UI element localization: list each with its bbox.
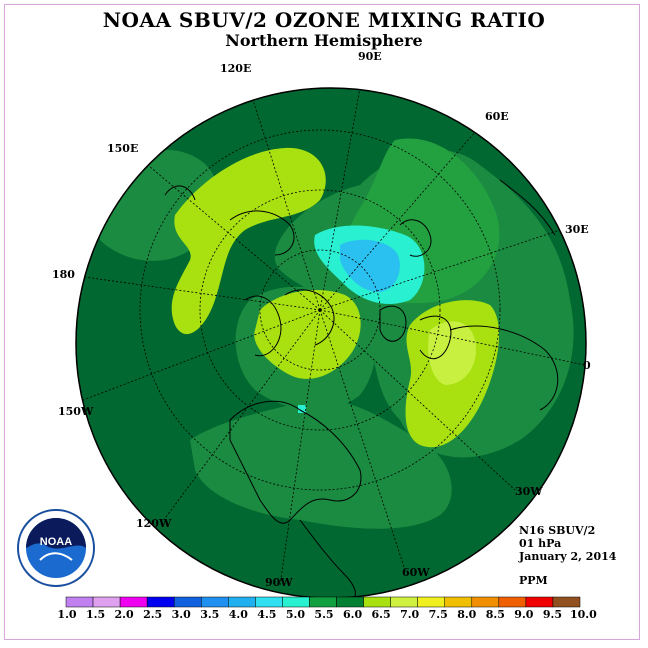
colorbar-tick-label: 7.5 bbox=[428, 608, 448, 621]
lon-label-60e: 60E bbox=[485, 110, 509, 123]
colorbar-tick-label: 9.5 bbox=[542, 608, 562, 621]
lon-label-150e: 150E bbox=[107, 142, 139, 155]
contour-band-4-5-spot bbox=[298, 405, 306, 413]
colorbar-swatch bbox=[471, 596, 500, 608]
colorbar-swatch bbox=[173, 596, 202, 608]
lon-label-120w: 120W bbox=[136, 517, 172, 530]
colorbar-tick-label: 9.0 bbox=[514, 608, 534, 621]
colorbar-tick-label: 1.5 bbox=[85, 608, 106, 621]
page-title: NOAA SBUV/2 OZONE MIXING RATIO bbox=[102, 8, 546, 32]
colorbar-tick-label: 7.0 bbox=[400, 608, 420, 621]
colorbar-swatch bbox=[309, 596, 337, 608]
lon-label-90w: 90W bbox=[265, 576, 293, 589]
colorbar-swatch bbox=[119, 596, 148, 608]
colorbar-swatch bbox=[201, 596, 229, 608]
colorbar-swatch bbox=[552, 596, 581, 608]
colorbar-swatch bbox=[390, 596, 418, 608]
lon-label-150w: 150W bbox=[58, 405, 94, 418]
colorbar-swatch bbox=[65, 596, 94, 608]
logo-text: NOAA bbox=[39, 536, 73, 548]
colorbar-tick-label: 3.0 bbox=[171, 608, 191, 621]
colorbar-swatch bbox=[92, 596, 121, 608]
lon-label-180: 180 bbox=[52, 268, 75, 281]
ozone-field bbox=[76, 88, 586, 598]
contour-band-6-5-alaska bbox=[254, 290, 361, 379]
colorbar-swatch bbox=[146, 596, 175, 608]
colorbar-tick-label: 6.0 bbox=[342, 608, 363, 621]
colorbar-tick-label: 3.5 bbox=[200, 608, 220, 621]
colorbar-swatch bbox=[417, 596, 445, 608]
colorbar-tick-label: 5.0 bbox=[285, 608, 305, 621]
colorbar-swatch bbox=[444, 596, 473, 608]
colorbar-tick-label: 10.0 bbox=[570, 608, 597, 621]
lon-label-30w: 30W bbox=[515, 485, 543, 498]
lon-label-120e: 120E bbox=[220, 62, 252, 75]
colorbar-tick-label: 4.5 bbox=[257, 608, 277, 621]
colorbar-tick-label: 4.0 bbox=[228, 608, 248, 621]
date-label: January 2, 2014 bbox=[519, 550, 617, 563]
colorbar-swatch bbox=[282, 596, 310, 608]
colorbar-tick-label: 2.0 bbox=[114, 608, 134, 621]
contour-band-4-0 bbox=[340, 239, 400, 292]
colorbar-swatch bbox=[228, 596, 256, 608]
pressure-level: 01 hPa bbox=[519, 537, 562, 550]
colorbar-tick-label: 6.5 bbox=[371, 608, 391, 621]
colorbar bbox=[65, 596, 581, 608]
coastlines bbox=[164, 179, 559, 598]
colorbar-swatch bbox=[255, 596, 283, 608]
meridians bbox=[76, 88, 586, 586]
satellite-label: N16 SBUV/2 bbox=[519, 524, 596, 537]
colorbar-swatch bbox=[525, 596, 554, 608]
colorbar-tick-label: 8.5 bbox=[485, 608, 505, 621]
colorbar-tick-label: 1.0 bbox=[57, 608, 77, 621]
colorbar-swatch bbox=[498, 596, 527, 608]
contour-band-5-5-lower bbox=[190, 399, 452, 529]
page-subtitle: Northern Hemisphere bbox=[225, 31, 423, 50]
colorbar-swatch bbox=[336, 596, 364, 608]
lon-label-90e: 90E bbox=[358, 50, 382, 63]
lon-label-0: 0 bbox=[583, 359, 591, 372]
lon-label-30e: 30E bbox=[565, 223, 589, 236]
units-label: PPM bbox=[519, 574, 548, 587]
figure-frame bbox=[4, 4, 640, 640]
lon-label-60w: 60W bbox=[402, 566, 430, 579]
colorbar-tick-label: 5.5 bbox=[314, 608, 334, 621]
colorbar-tick-label: 8.0 bbox=[457, 608, 477, 621]
contour-band-7-0-europe bbox=[428, 321, 476, 385]
colorbar-tick-label: 2.5 bbox=[143, 608, 163, 621]
colorbar-swatch bbox=[363, 596, 391, 608]
noaa-logo bbox=[17, 509, 95, 587]
